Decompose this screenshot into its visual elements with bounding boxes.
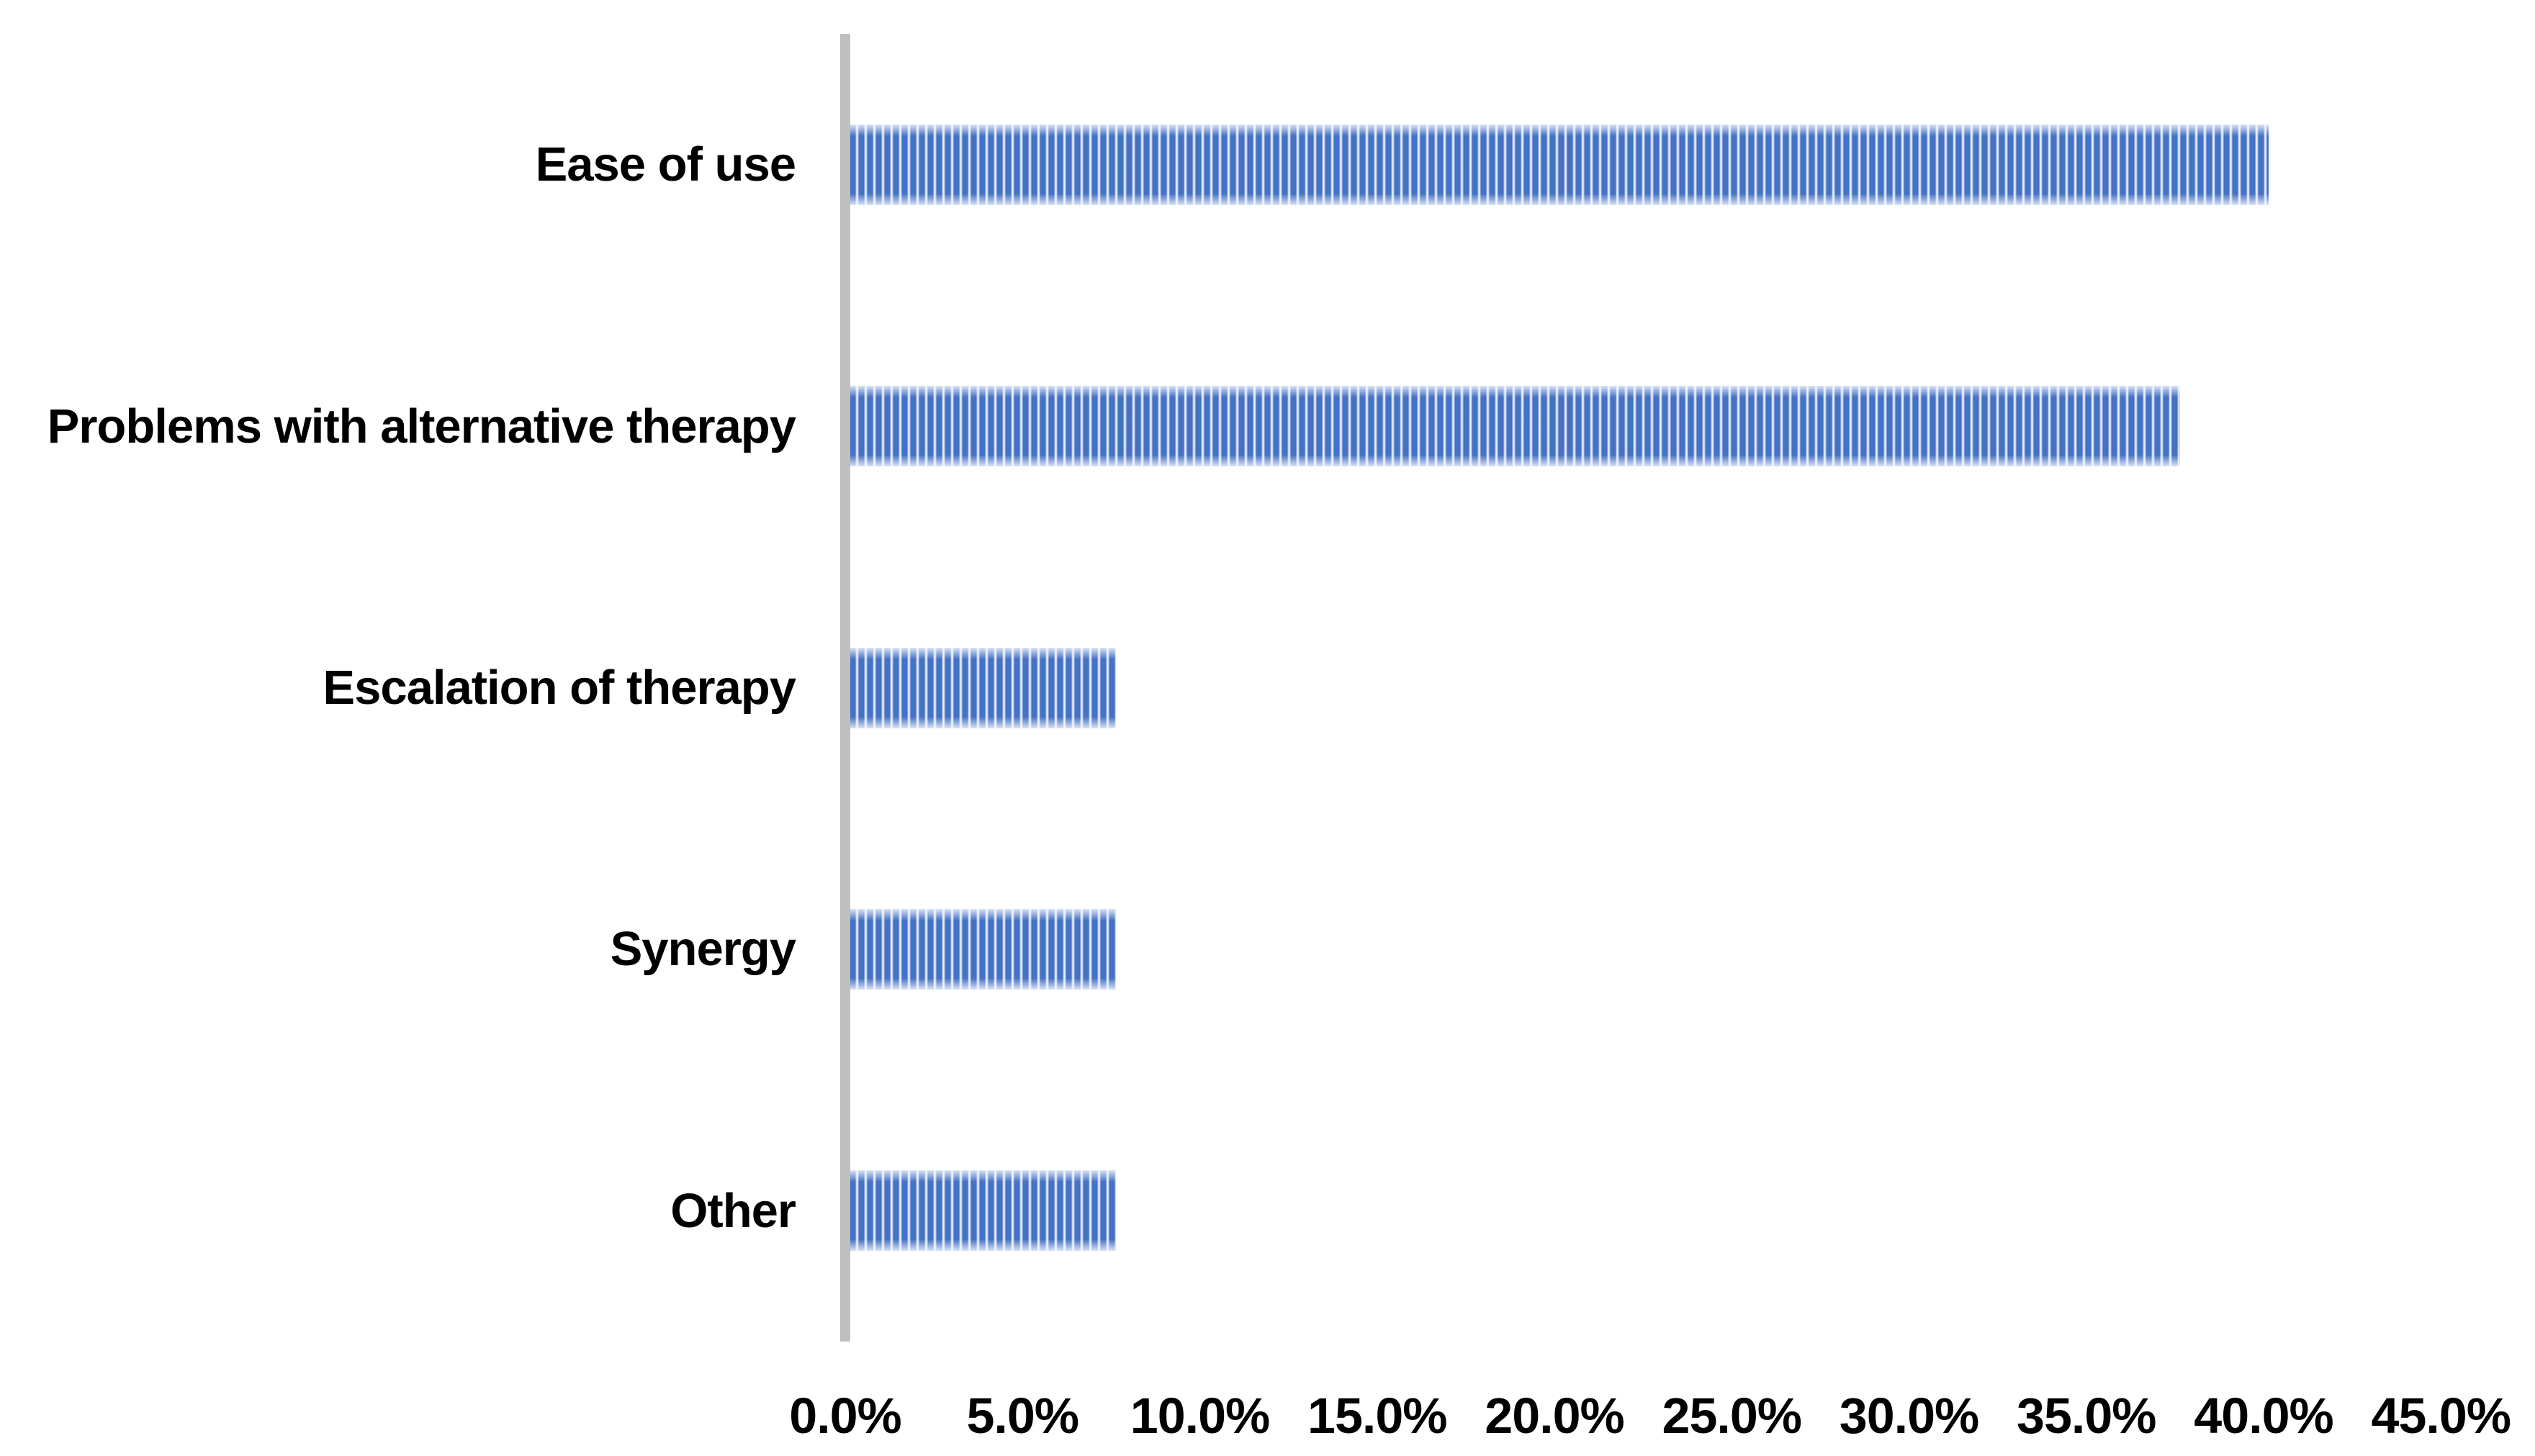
category-axis-line — [840, 34, 850, 1342]
x-tick-label: 25.0% — [1662, 1388, 1802, 1444]
category-label: Other — [670, 1183, 796, 1238]
bar — [850, 647, 1116, 728]
x-tick-label: 0.0% — [789, 1388, 902, 1444]
x-tick-label: 45.0% — [2371, 1388, 2511, 1444]
x-tick-label: 5.0% — [966, 1388, 1079, 1444]
bar — [850, 386, 2180, 467]
category-label: Ease of use — [535, 137, 796, 192]
x-tick-label: 15.0% — [1307, 1388, 1447, 1444]
x-tick-label: 20.0% — [1485, 1388, 1624, 1444]
bar — [850, 908, 1116, 990]
bar — [850, 1170, 1116, 1252]
category-label: Synergy — [610, 922, 796, 977]
x-tick-label: 30.0% — [1839, 1388, 1979, 1444]
x-tick-label: 35.0% — [2017, 1388, 2156, 1444]
x-tick-label: 40.0% — [2194, 1388, 2333, 1444]
category-label: Escalation of therapy — [323, 661, 796, 715]
bar — [850, 124, 2269, 205]
x-tick-label: 10.0% — [1130, 1388, 1270, 1444]
category-label: Problems with alternative therapy — [47, 399, 796, 453]
